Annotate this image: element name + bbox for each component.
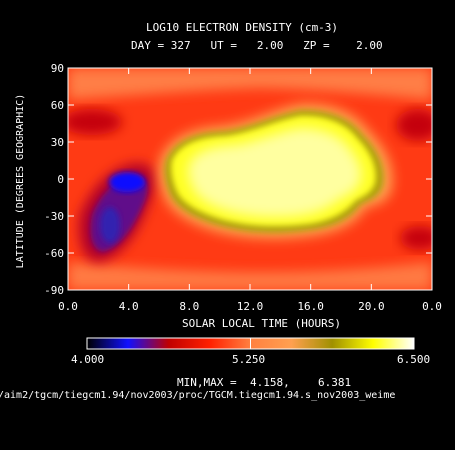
x-axis-label: SOLAR LOCAL TIME (HOURS) [182,317,341,330]
y-tick-label: 0 [57,173,64,186]
x-tick-label: 16.0 [297,300,324,313]
y-tick-label: -30 [44,210,64,223]
min-max-label: MIN,MAX = [177,376,237,389]
y-axis-label: LATITUDE (DEGREES GEOGRAPHIC) [15,93,26,269]
colorbar-min-label: 4.000 [71,353,105,366]
colorbar-max-label: 6.500 [397,353,431,366]
max-value: 6.381 [318,376,352,389]
file-path: /aim2/tgcm/tiegcm1.94/nov2003/proc/TGCM.… [0,390,396,401]
y-tick-label: -60 [44,247,64,260]
x-axis: 0.0 4.0 8.0 12.0 16.0 20.0 0.0 [58,68,442,313]
y-tick-label: -90 [44,284,64,297]
y-axis: 90 60 30 0 -30 -60 -90 [44,62,432,297]
chart-title: LOG10 ELECTRON DENSITY (cm-3) [146,21,339,34]
min-value: 4.158, [250,376,290,389]
x-tick-label: 0.0 [58,300,78,313]
x-tick-label: 8.0 [179,300,199,313]
y-tick-label: 30 [51,136,64,149]
x-tick-label: 0.0 [422,300,442,313]
y-tick-label: 60 [51,99,64,112]
x-tick-label: 20.0 [358,300,385,313]
x-tick-label: 4.0 [119,300,139,313]
heatmap-field [68,68,432,290]
x-tick-label: 12.0 [237,300,264,313]
y-tick-label: 90 [51,62,64,75]
chart-subtitle: DAY = 327 UT = 2.00 ZP = 2.00 [131,39,383,52]
colorbar-mid-label: 5.250 [232,353,266,366]
